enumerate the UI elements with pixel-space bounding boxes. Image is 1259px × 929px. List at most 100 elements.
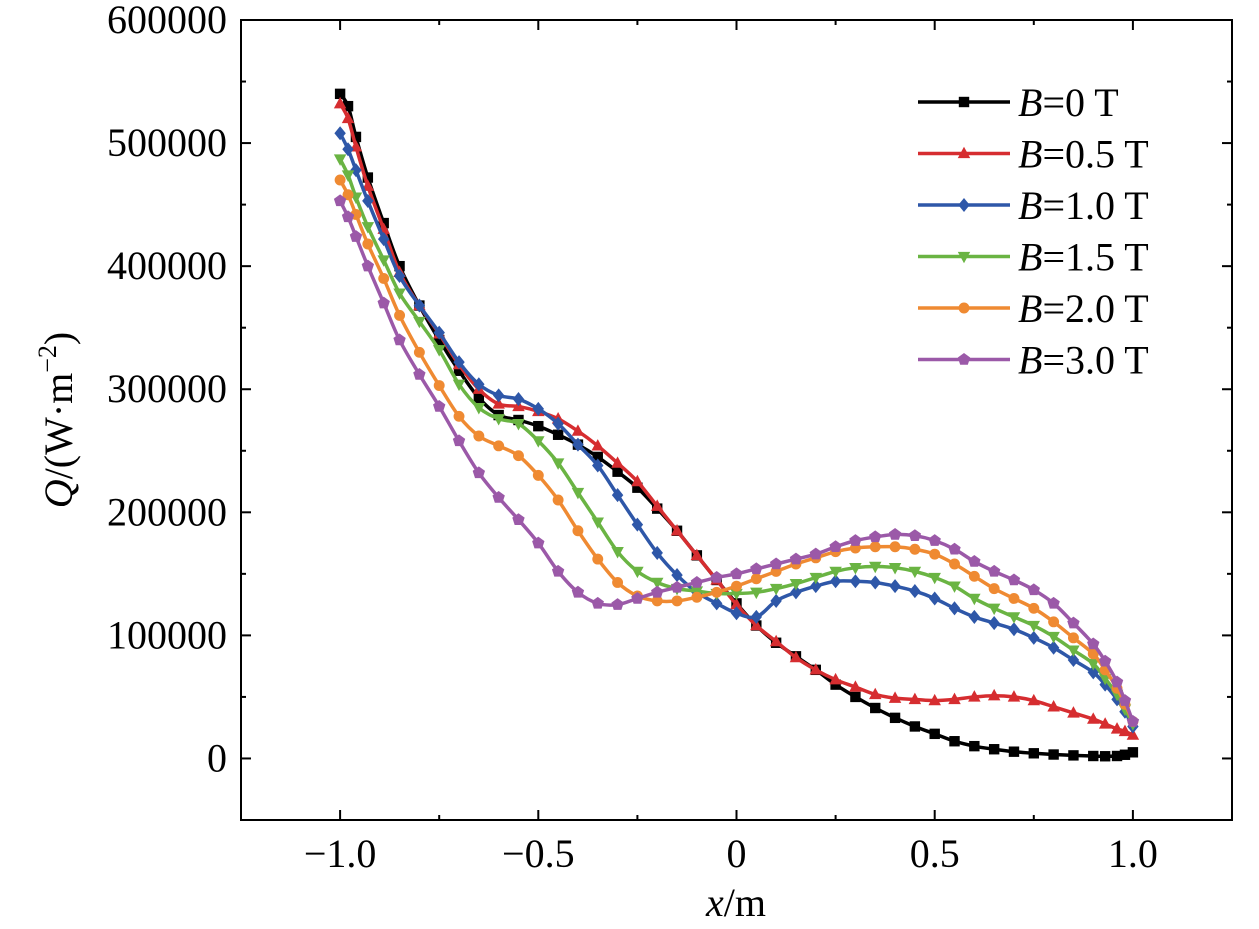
data-point (889, 579, 901, 594)
data-point (908, 529, 922, 541)
data-point (571, 585, 585, 598)
data-point (1110, 675, 1124, 688)
data-point (948, 601, 961, 616)
legend-marker (958, 302, 970, 314)
data-point (1126, 728, 1140, 740)
data-point (809, 547, 822, 560)
data-point (393, 333, 406, 346)
data-point (433, 380, 445, 391)
data-point (949, 736, 960, 747)
data-point (333, 194, 347, 207)
data-point (1067, 706, 1080, 718)
x-axis-title-unit: /m (724, 880, 766, 925)
data-point (888, 691, 902, 703)
legend-label: B=1.0 T (1018, 183, 1149, 228)
data-point (968, 609, 981, 624)
data-point (513, 450, 524, 462)
data-point (341, 170, 355, 182)
data-point (690, 548, 704, 561)
data-point (1119, 749, 1131, 760)
data-point (789, 650, 803, 663)
data-point (361, 259, 375, 272)
y-axis-title-exponent: −2 (33, 345, 62, 373)
legend-marker (958, 197, 970, 213)
data-point (493, 440, 505, 452)
data-point (1047, 596, 1060, 609)
data-point (1087, 659, 1100, 671)
data-point (929, 728, 940, 740)
data-point (769, 634, 783, 647)
y-axis-title-symbol: Q (36, 479, 81, 508)
series-line (338, 132, 1135, 728)
data-point (1027, 583, 1040, 596)
data-point (473, 430, 485, 442)
data-point (789, 552, 803, 565)
data-point (413, 316, 426, 329)
data-point (612, 466, 623, 477)
legend-label: B=0.5 T (1018, 132, 1149, 177)
x-axis: −1.0 −0.5 0 0.5 1.0 (240, 20, 1233, 876)
data-point (333, 96, 347, 109)
data-point (512, 513, 525, 525)
data-point (968, 555, 981, 567)
legend-label: B=0 T (1018, 80, 1119, 125)
data-point (341, 111, 355, 124)
data-point (1028, 748, 1039, 759)
data-point (361, 179, 375, 191)
data-point (710, 571, 723, 583)
data-point (888, 563, 902, 575)
data-point (889, 541, 901, 553)
data-point (632, 482, 643, 493)
data-point (909, 543, 921, 555)
data-point (473, 392, 485, 404)
data-point (988, 744, 1000, 755)
data-point (948, 581, 961, 593)
data-point (1126, 715, 1140, 727)
data-point (789, 579, 803, 591)
legend-item: B=0.5 T (918, 132, 1149, 177)
data-point (1008, 593, 1020, 604)
data-point (949, 558, 960, 570)
data-point (433, 325, 445, 340)
data-point (829, 574, 842, 589)
data-point (1048, 749, 1059, 760)
data-point (532, 436, 545, 448)
data-point (691, 591, 703, 603)
data-point (849, 680, 862, 692)
data-point (830, 679, 841, 690)
data-point (870, 702, 881, 714)
data-point (1118, 694, 1132, 706)
legend-label: B=2.0 T (1018, 286, 1149, 331)
data-point (592, 553, 604, 565)
data-point (1087, 712, 1100, 724)
data-point (987, 688, 1001, 701)
legend-item: B=1.0 T (918, 183, 1149, 228)
y-tick-label: 0 (207, 735, 227, 780)
data-point (361, 222, 375, 234)
data-point (334, 126, 346, 141)
data-point (1067, 652, 1080, 668)
data-point (909, 721, 921, 732)
series-layer (333, 88, 1140, 762)
data-point (1027, 620, 1041, 633)
data-point (928, 534, 941, 546)
data-point (948, 692, 961, 705)
data-point (1110, 722, 1124, 734)
data-point (968, 593, 981, 606)
data-point (1047, 700, 1060, 712)
data-point (1067, 632, 1079, 644)
data-point (1007, 612, 1021, 624)
data-point (377, 255, 390, 267)
data-point (671, 595, 683, 607)
data-point (453, 355, 465, 370)
data-point (611, 598, 624, 610)
data-point (377, 232, 390, 247)
data-point (1067, 616, 1080, 629)
data-point (1007, 690, 1021, 702)
x-axis-title-symbol: x (705, 880, 724, 925)
data-point (650, 577, 664, 590)
data-point (1087, 648, 1099, 660)
data-point (591, 439, 604, 451)
data-point (492, 491, 505, 503)
data-point (452, 434, 466, 447)
